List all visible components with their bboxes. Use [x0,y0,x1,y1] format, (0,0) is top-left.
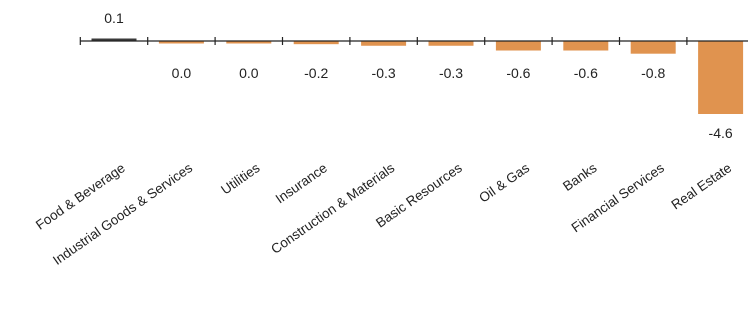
bar-food-and-beverage [91,38,137,41]
value-label-banks: -0.6 [574,65,598,81]
bar-utilities [226,41,272,44]
value-label-basic-resources: -0.3 [439,65,463,81]
value-label-real-estate: -4.6 [709,125,733,141]
value-labels-group: 0.1 0.0 0.0 -0.2 -0.3 -0.3 -0.6 -0.6 -0.8 -4.6 [104,10,733,141]
value-label-food-and-beverage: 0.1 [104,10,124,26]
bar-banks [563,41,609,51]
bar-construction-and-materials [361,41,407,46]
value-label-insurance: -0.2 [304,65,328,81]
bar-financial-services [630,41,676,54]
bar-real-estate [698,41,744,114]
value-label-construction-and-materials: -0.3 [372,65,396,81]
bar-basic-resources [428,41,474,46]
category-label-utilities: Utilities [218,160,262,197]
x-axis [79,37,748,45]
bar-industrial-goods-and-services [158,41,204,44]
bar-oil-and-gas [495,41,541,51]
value-label-oil-and-gas: -0.6 [506,65,530,81]
category-label-real-estate: Real Estate [669,160,735,212]
category-label-industrial-goods-and-services: Industrial Goods & Services [50,160,195,268]
bar-insurance [293,41,339,45]
value-label-utilities: 0.0 [239,65,259,81]
category-label-insurance: Insurance [273,160,330,206]
value-label-financial-services: -0.8 [641,65,665,81]
value-label-industrial-goods-and-services: 0.0 [172,65,192,81]
bars-group [91,38,744,114]
category-label-construction-and-materials: Construction & Materials [268,160,397,257]
category-label-oil-and-gas: Oil & Gas [476,160,532,206]
category-label-banks: Banks [560,160,600,194]
